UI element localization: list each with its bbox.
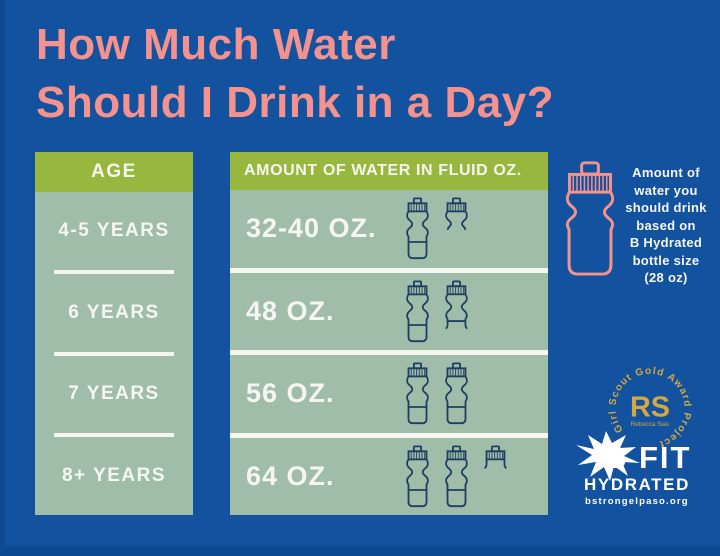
title-line-1: How Much Water: [36, 20, 396, 69]
water-row-32-40-oz: 32-40 OZ.: [230, 190, 548, 268]
water-amount-label: 64 OZ.: [246, 460, 335, 491]
water-table-body: 32-40 OZ. 48 OZ. 56 OZ. 64 OZ.: [230, 190, 548, 515]
title-line-2: Should I Drink in a Day?: [36, 78, 555, 127]
age-row-6-years: 6 YEARS: [68, 301, 160, 323]
water-bottle-icon-cap: [482, 445, 509, 471]
age-row-7-years: 7 YEARS: [68, 383, 160, 405]
water-row-48-oz: 48 OZ.: [230, 273, 548, 351]
splash-icon: [576, 431, 640, 481]
bfit-url: bstrongelpaso.org: [585, 496, 689, 507]
bfit-subtitle: HYDRATED: [584, 475, 690, 494]
girl-scout-gold-award-logo: Girl Scout Gold Award Project RS Rebecca…: [600, 360, 700, 456]
water-bottle-icon-full: [404, 362, 431, 425]
row-divider: [230, 350, 548, 355]
row-divider: [230, 432, 548, 438]
water-amount-table: AMOUNT OF WATER IN FLUID OZ. 32-40 OZ. 4…: [230, 152, 548, 515]
water-amount-label: 56 OZ.: [246, 378, 335, 409]
water-row-56-oz: 56 OZ.: [230, 355, 548, 433]
row-divider: [53, 433, 175, 438]
bfit-title: B FIT: [604, 440, 692, 475]
bottom-edge-shade: [0, 546, 720, 556]
water-bottle-icon-threequarter: [443, 280, 470, 330]
rs-initials: RS: [630, 392, 670, 424]
water-bottle-icon-full: [404, 197, 431, 260]
age-table: AGE 4-5 YEARS 6 YEARS 7 YEARS 8+ YEARS: [35, 152, 193, 515]
bottle-icon-group: [404, 362, 470, 425]
row-divider: [230, 267, 548, 273]
rs-subtext: Rebecca Sias: [631, 421, 669, 428]
pink-water-bottle-icon: [563, 158, 617, 284]
bottle-icon-group: [404, 445, 509, 508]
water-bottle-icon-full: [404, 280, 431, 343]
water-amount-label: 48 OZ.: [246, 295, 335, 326]
water-row-64-oz: 64 OZ.: [230, 438, 548, 516]
water-bottle-icon-full: [404, 445, 431, 508]
bottle-icon-group: [404, 197, 470, 260]
page-title: How Much Water Should I Drink in a Day?: [36, 16, 554, 132]
water-table-header: AMOUNT OF WATER IN FLUID OZ.: [230, 152, 548, 190]
age-row-4-5-years: 4-5 YEARS: [58, 219, 170, 241]
row-divider: [53, 351, 175, 356]
bfit-hydrated-logo: B FIT HYDRATED bstrongelpaso.org: [576, 431, 720, 508]
age-table-body: 4-5 YEARS 6 YEARS 7 YEARS 8+ YEARS: [35, 192, 193, 515]
age-table-header: AGE: [35, 152, 193, 192]
left-edge-shade: [0, 0, 5, 556]
bottle-icon-group: [404, 280, 470, 343]
legend-caption: Amount of water you should drink based o…: [625, 165, 707, 285]
age-row-8-plus-years: 8+ YEARS: [61, 465, 167, 487]
water-bottle-icon-full: [443, 445, 470, 508]
water-bottle-icon-full: [443, 362, 470, 425]
row-divider: [53, 269, 175, 274]
water-amount-label: 32-40 OZ.: [246, 213, 377, 244]
water-bottle-icon-half: [443, 197, 470, 233]
